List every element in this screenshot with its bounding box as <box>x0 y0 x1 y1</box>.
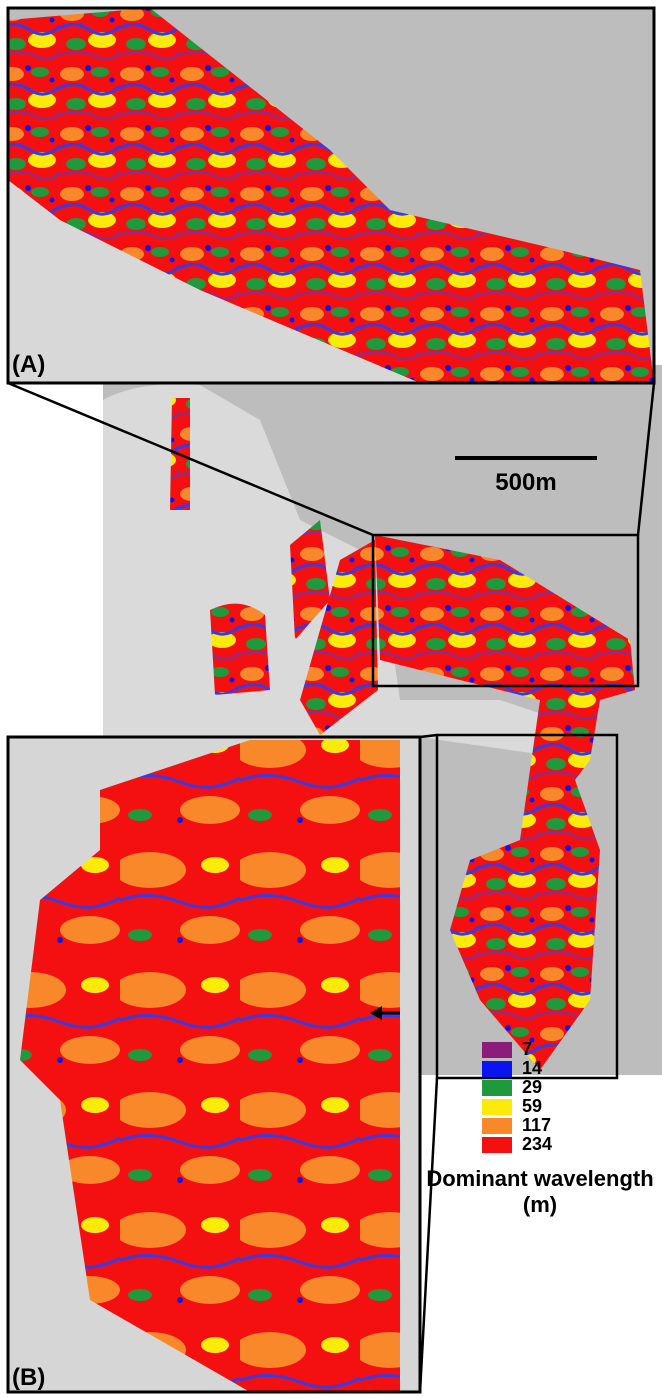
legend-value: 7 <box>522 1039 533 1059</box>
legend-title: Dominant wavelength (m) <box>426 1166 654 1217</box>
legend-item: 7 <box>482 1039 662 1059</box>
legend-swatch <box>482 1060 512 1077</box>
legend: 7 14 29 59 117 234 Dominant wavelength (m) <box>418 1039 662 1218</box>
legend-value: 14 <box>522 1058 543 1078</box>
legend-value: 234 <box>522 1134 553 1154</box>
legend-swatch <box>482 1117 512 1134</box>
legend-value: 59 <box>522 1096 543 1116</box>
legend-items: 7 14 29 59 117 234 <box>418 1039 662 1154</box>
legend-swatch <box>482 1079 512 1096</box>
scale-bar-label: 500m <box>495 469 556 496</box>
legend-swatch <box>482 1136 512 1153</box>
legend-item: 234 <box>482 1134 662 1154</box>
legend-item: 29 <box>482 1077 662 1097</box>
legend-value: 117 <box>522 1115 552 1135</box>
legend-item: 14 <box>482 1058 662 1078</box>
legend-value: 29 <box>522 1077 543 1097</box>
legend-item: 59 <box>482 1096 662 1116</box>
panel-label: (A) <box>12 351 45 378</box>
legend-item: 117 <box>482 1115 662 1135</box>
panel-label: (B) <box>12 1364 45 1391</box>
legend-swatch <box>482 1098 512 1115</box>
legend-swatch <box>482 1041 512 1058</box>
